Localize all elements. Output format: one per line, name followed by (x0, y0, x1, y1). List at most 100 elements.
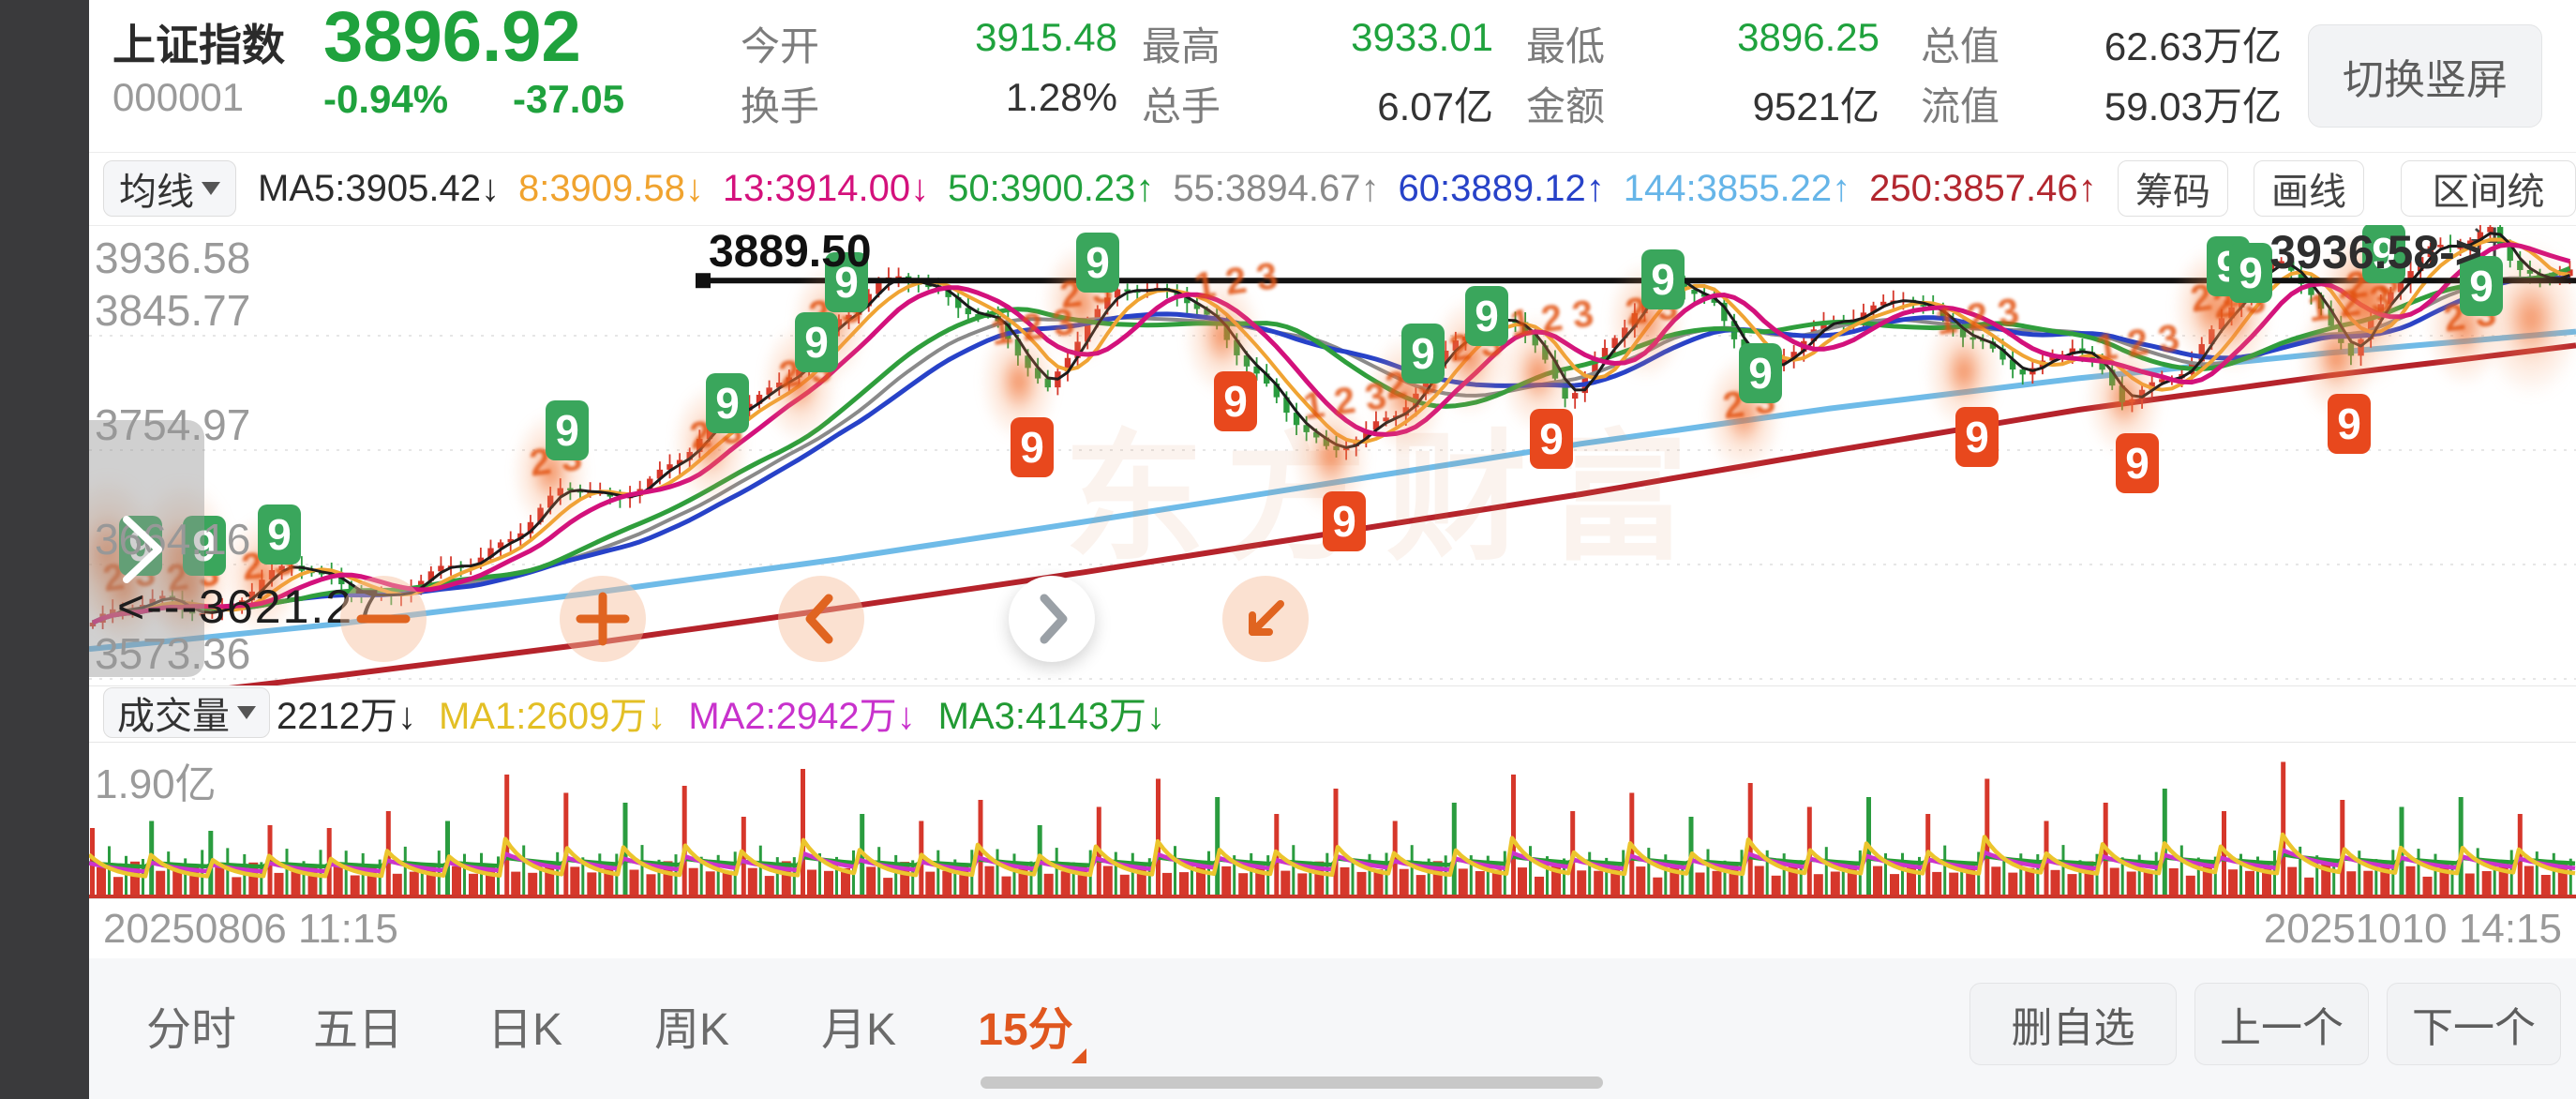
price-annotation-3621: <---3621.27 (117, 580, 382, 633)
signal-badge-green: 9 (183, 516, 226, 576)
stat-label-流值: 流值 (1921, 84, 2000, 128)
volume-toolbar: 成交量 2212万↓ MA1:2609万↓ MA2:2942万↓ MA3:4143万↓ (89, 685, 2576, 742)
axis-start-time: 20250806 11:15 (103, 906, 398, 952)
action-button-删自选[interactable]: 删自选 (1969, 983, 2177, 1065)
stat-label-最高: 最高 (1142, 24, 1221, 68)
hline-price-label: 3889.50 (709, 227, 872, 278)
y-axis-tick: 3936.58 (95, 233, 251, 282)
volume-axis-label: 1.90亿 (95, 761, 217, 807)
y-axis-tick: 3754.97 (95, 399, 251, 449)
signal-badge-red: 9 (1323, 491, 1366, 551)
axis-end-time: 20251010 14:15 (2263, 906, 2562, 952)
stat-label-金额: 金额 (1526, 84, 1606, 128)
rotate-screen-button[interactable]: 切换竖屏 (2308, 24, 2542, 128)
ma-selector-label: 均线 (119, 172, 194, 213)
volume-ma-values: 2212万↓ MA1:2609万↓ MA2:2942万↓ MA3:4143万↓ (277, 685, 1165, 740)
stat-value-最低: 3896.25 (1737, 15, 1880, 59)
signal-badge-green: 9 (1076, 233, 1119, 293)
right-price-label: 3936.58-> (2269, 226, 2482, 279)
volume-ma-item: MA2:2942万↓ (688, 696, 916, 737)
period-tab-bar: 分时 五日 日K 周K 月K 15分 删自选 上一个 下一个 (89, 958, 2576, 1099)
signal-badge-green: 9 (2460, 256, 2503, 316)
tab-五日[interactable]: 五日 (312, 1005, 403, 1055)
left-overlay-panel (89, 420, 204, 677)
volume-selector-label: 成交量 (117, 696, 230, 737)
signal-badge-red: 9 (1011, 417, 1054, 477)
chevron-right-icon[interactable] (1009, 576, 1095, 662)
tool-button-画线[interactable]: 画线 (2254, 160, 2364, 217)
signal-badge-green: 9 (258, 504, 301, 565)
ma-value-item: 8:3909.58↓ (517, 168, 704, 209)
stat-value-金额: 9521亿 (1752, 84, 1880, 128)
system-side-bar (0, 0, 89, 1099)
stat-value-总手: 6.07亿 (1377, 84, 1493, 128)
signal-badge-green: 9 (546, 400, 589, 460)
y-axis-tick: 3664.16 (95, 515, 251, 564)
signal-badge-green: 9 (706, 373, 749, 433)
signal-badge-green: 9 (1401, 324, 1445, 384)
candlestick-chart[interactable]: 东方财富 3936.58 3845.77 3754.97 3664.16 3573.36… (89, 225, 2576, 686)
ma-value-item: 55:3894.67↑ (1173, 168, 1380, 209)
index-change-absolute: -37.05 (513, 77, 625, 121)
watermark: 东方财富 (1064, 419, 1710, 577)
tab-分时[interactable]: 分时 (145, 1005, 236, 1055)
ma-value-item: 60:3889.12↑ (1398, 168, 1605, 209)
tab-月K[interactable]: 月K (820, 1005, 897, 1055)
tab-周K[interactable]: 周K (653, 1005, 730, 1055)
volume-chart: 1.90亿 (89, 742, 2576, 899)
y-axis-tick: 3845.77 (95, 285, 251, 335)
index-code: 000001 (112, 75, 245, 119)
ma-selector-button[interactable]: 均线 (103, 160, 236, 217)
stat-label-总手: 总手 (1142, 84, 1221, 128)
volume-current-value: 2212万↓ (277, 696, 416, 737)
signal-badge-red: 9 (1955, 407, 1999, 467)
signal-badge-red: 9 (1214, 371, 1257, 431)
volume-svg (89, 761, 2576, 898)
volume-ma-item: MA3:4143万↓ (937, 696, 1166, 737)
stat-value-换手: 1.28% (1005, 75, 1117, 119)
ma-values: MA5:3905.42↓ 8:3909.58↓ 13:3914.00↓ 50:3900… (258, 153, 2097, 225)
index-price: 3896.92 (323, 0, 581, 77)
main-content: 上证指数 3896.92 000001 -0.94% -37.05 今开 3915… (89, 0, 2576, 1099)
stat-value-流值: 59.03万亿 (2104, 84, 2282, 128)
plus-icon[interactable] (560, 576, 646, 662)
signal-badge-green: 9 (795, 312, 838, 372)
panel-expand-chevron-icon[interactable] (115, 512, 172, 587)
signal-badge-green: 9 (2362, 225, 2405, 283)
tab-日K[interactable]: 日K (487, 1005, 563, 1055)
dropdown-caret-icon (202, 182, 220, 195)
ma-value-item: 13:3914.00↓ (722, 168, 930, 209)
scroll-indicator[interactable] (981, 1076, 1603, 1089)
signal-badge-green: 9 (1465, 286, 1508, 346)
tab-15分[interactable]: 15分 (942, 979, 1109, 1071)
stat-label-最低: 最低 (1526, 24, 1606, 68)
ma-value-item: 250:3857.46↑ (1869, 168, 2097, 209)
signal-badge-red: 9 (1530, 409, 1573, 469)
ma-value-item: MA5:3905.42↓ (258, 168, 500, 209)
index-name: 上证指数 (112, 21, 285, 69)
tool-button-筹码[interactable]: 筹码 (2118, 160, 2228, 217)
volume-selector-button[interactable]: 成交量 (103, 687, 270, 738)
signal-badge-red: 9 (2116, 433, 2159, 493)
ma-value-item: 50:3900.23↑ (948, 168, 1155, 209)
minus-icon[interactable] (340, 576, 427, 662)
time-axis: 20250806 11:15 20251010 14:15 (89, 898, 2576, 956)
period-tabs: 分时 五日 日K 周K 月K 15分 (108, 979, 1109, 1071)
active-tab-corner-icon (1071, 1048, 1086, 1063)
signal-badge-green: 9 (1739, 343, 1782, 403)
stat-label-今开: 今开 (741, 24, 820, 68)
stat-value-最高: 3933.01 (1351, 15, 1493, 59)
ma-toolbar: 均线 MA5:3905.42↓ 8:3909.58↓ 13:3914.00↓ 50:3… (89, 153, 2576, 267)
stat-label-总值: 总值 (1921, 24, 2000, 68)
action-button-上一个[interactable]: 上一个 (2194, 983, 2369, 1065)
collapse-icon[interactable] (1222, 576, 1309, 662)
chevron-left-icon[interactable] (778, 576, 864, 662)
quote-header: 上证指数 3896.92 000001 -0.94% -37.05 今开 3915… (89, 0, 2576, 153)
signal-badge-red: 9 (2328, 394, 2371, 454)
action-button-下一个[interactable]: 下一个 (2387, 983, 2561, 1065)
index-change-percent: -0.94% (323, 77, 449, 121)
signal-badge-green: 9 (1641, 249, 1685, 309)
stat-label-换手: 换手 (741, 84, 820, 128)
tool-button-区间统计[interactable]: 区间统计 (2401, 160, 2576, 267)
